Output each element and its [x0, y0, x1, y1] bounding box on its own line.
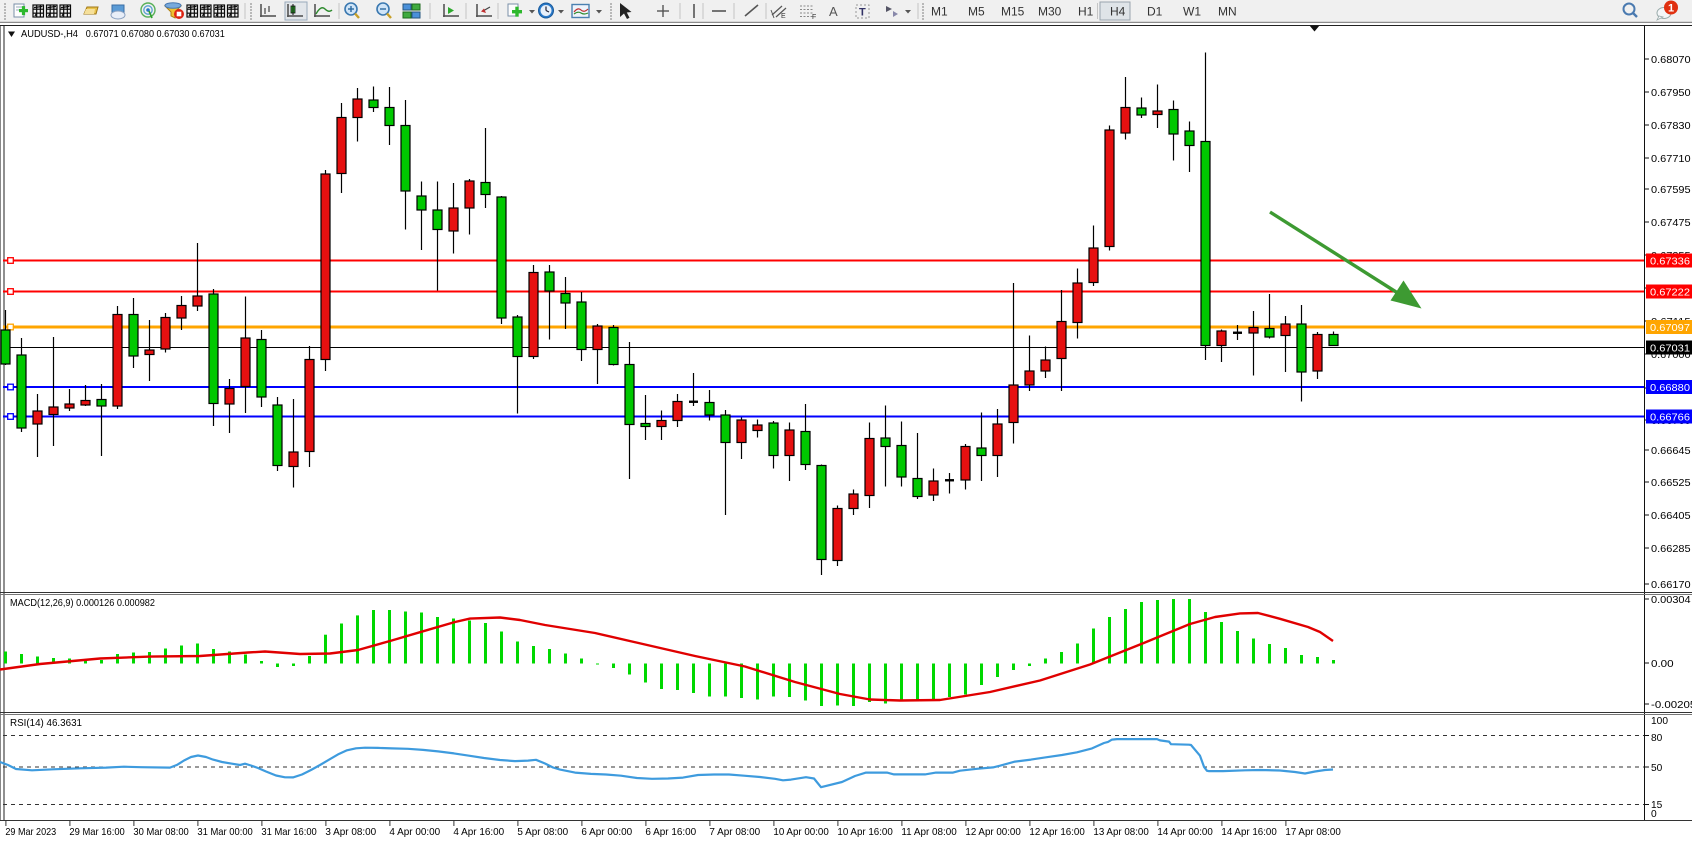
svg-text:0.00304: 0.00304	[1651, 594, 1691, 606]
svg-text:M30: M30	[1038, 5, 1062, 19]
svg-text:M1: M1	[931, 5, 948, 19]
svg-text:0.67097: 0.67097	[1650, 322, 1690, 334]
svg-text:0.67222: 0.67222	[1650, 287, 1690, 299]
svg-text:30 Mar 08:00: 30 Mar 08:00	[133, 826, 189, 838]
svg-text:14 Apr 16:00: 14 Apr 16:00	[1221, 826, 1277, 838]
svg-text:10 Apr 16:00: 10 Apr 16:00	[837, 826, 893, 838]
svg-text:0.67031: 0.67031	[1650, 343, 1690, 355]
svg-text:29 Mar 2023: 29 Mar 2023	[5, 826, 56, 838]
svg-text:3 Apr 08:00: 3 Apr 08:00	[325, 826, 376, 838]
svg-text:29 Mar 16:00: 29 Mar 16:00	[69, 826, 125, 838]
svg-text:13 Apr 08:00: 13 Apr 08:00	[1093, 826, 1149, 838]
svg-text:H4: H4	[1110, 5, 1126, 19]
svg-text:0.68070: 0.68070	[1651, 54, 1691, 66]
svg-text:7 Apr 08:00: 7 Apr 08:00	[709, 826, 760, 838]
svg-text:5 Apr 08:00: 5 Apr 08:00	[517, 826, 568, 838]
svg-text:4 Apr 16:00: 4 Apr 16:00	[453, 826, 504, 838]
svg-text:M5: M5	[968, 5, 985, 19]
svg-text:11 Apr 08:00: 11 Apr 08:00	[901, 826, 957, 838]
svg-text:RSI(14) 46.3631: RSI(14) 46.3631	[10, 717, 82, 729]
svg-text:80: 80	[1651, 732, 1662, 744]
svg-text:0: 0	[1651, 808, 1657, 820]
svg-text:50: 50	[1651, 762, 1662, 774]
svg-text:0.66880: 0.66880	[1650, 382, 1690, 394]
svg-text:F: F	[812, 14, 816, 21]
svg-text:1: 1	[1668, 3, 1674, 15]
svg-text:AUDUSD-,H4: AUDUSD-,H4	[21, 28, 78, 40]
svg-text:A: A	[829, 4, 838, 19]
svg-text:0.66405: 0.66405	[1651, 510, 1691, 522]
svg-text:12 Apr 16:00: 12 Apr 16:00	[1029, 826, 1085, 838]
svg-text:0.67336: 0.67336	[1650, 256, 1690, 268]
svg-text:31 Mar 00:00: 31 Mar 00:00	[197, 826, 253, 838]
svg-text:100: 100	[1651, 715, 1668, 727]
svg-text:D1: D1	[1147, 5, 1163, 19]
svg-text:0.66525: 0.66525	[1651, 477, 1691, 489]
svg-text:M15: M15	[1001, 5, 1025, 19]
svg-text:0.66170: 0.66170	[1651, 579, 1691, 591]
svg-text:-0.00205: -0.00205	[1651, 699, 1692, 711]
svg-text:0.67475: 0.67475	[1651, 217, 1691, 229]
svg-text:0.66766: 0.66766	[1650, 412, 1690, 424]
svg-text:10 Apr 00:00: 10 Apr 00:00	[773, 826, 829, 838]
svg-text:0.67595: 0.67595	[1651, 184, 1691, 196]
svg-text:W1: W1	[1183, 5, 1201, 19]
svg-text:0.67071 0.67080 0.67030 0.6703: 0.67071 0.67080 0.67030 0.67031	[86, 28, 225, 40]
svg-text:0.67950: 0.67950	[1651, 87, 1691, 99]
svg-text:14 Apr 00:00: 14 Apr 00:00	[1157, 826, 1213, 838]
svg-text:E: E	[781, 13, 786, 20]
svg-text:12 Apr 00:00: 12 Apr 00:00	[965, 826, 1021, 838]
svg-text:17 Apr 08:00: 17 Apr 08:00	[1285, 826, 1341, 838]
svg-text:T: T	[859, 7, 866, 19]
svg-text:0.66285: 0.66285	[1651, 543, 1691, 555]
svg-text:4 Apr 00:00: 4 Apr 00:00	[389, 826, 440, 838]
svg-text:31 Mar 16:00: 31 Mar 16:00	[261, 826, 317, 838]
svg-text:6 Apr 16:00: 6 Apr 16:00	[645, 826, 696, 838]
svg-text:0.00: 0.00	[1651, 658, 1674, 670]
svg-text:MN: MN	[1218, 5, 1237, 19]
svg-text:6 Apr 00:00: 6 Apr 00:00	[581, 826, 632, 838]
svg-text:15: 15	[1651, 799, 1662, 811]
svg-text:0.66645: 0.66645	[1651, 445, 1691, 457]
svg-text:H1: H1	[1078, 5, 1094, 19]
svg-text:0.67710: 0.67710	[1651, 153, 1691, 165]
svg-text:0.67830: 0.67830	[1651, 120, 1691, 132]
svg-text:MACD(12,26,9) 0.000126 0.00098: MACD(12,26,9) 0.000126 0.000982	[10, 597, 155, 609]
